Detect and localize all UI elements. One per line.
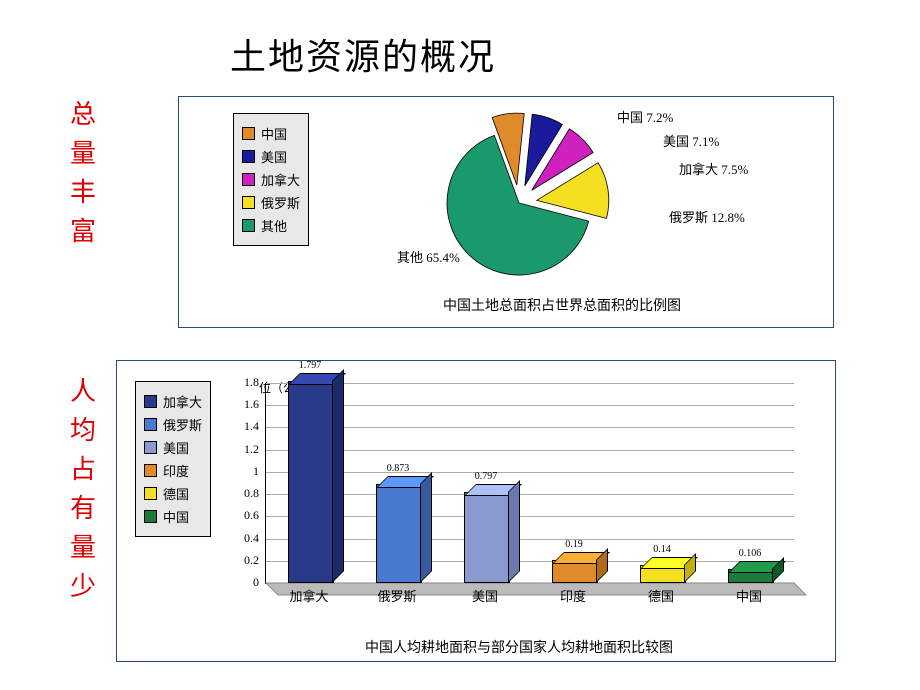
legend-item: 美国 [144, 438, 202, 457]
legend-label: 加拿大 [163, 392, 202, 411]
y-tick-label: 0.6 [219, 508, 259, 523]
pie-caption: 中国土地总面积占世界总面积的比例图 [443, 295, 681, 315]
bar-panel: 加拿大俄罗斯美国印度德国中国 位（公顷） 1.7970.8730.7970.19… [116, 360, 836, 662]
bar [376, 486, 420, 583]
legend-item: 加拿大 [144, 392, 202, 411]
legend-item: 德国 [144, 484, 202, 503]
legend-item: 印度 [144, 461, 202, 480]
bar-value: 0.106 [720, 548, 780, 559]
vertical-text-2: 人均占有量少 [68, 372, 98, 606]
legend-label: 中国 [163, 507, 189, 526]
legend-label: 俄罗斯 [163, 415, 202, 434]
bar-value: 0.14 [632, 544, 692, 555]
pie-panel: 中国美国加拿大俄罗斯其他 中国 7.2% 美国 7.1% 加拿大 7.5% 俄罗… [178, 96, 834, 328]
page-title: 土地资源的概况 [230, 28, 496, 80]
legend-swatch [144, 441, 157, 454]
bar-value: 0.797 [456, 471, 516, 482]
bar-grid: 1.7970.8730.7970.190.140.106 [265, 383, 794, 584]
legend-swatch [242, 196, 255, 209]
legend-item: 美国 [242, 147, 300, 166]
legend-label: 其他 [261, 216, 287, 235]
x-tick-label: 中国 [705, 586, 793, 605]
legend-swatch [242, 219, 255, 232]
floor [266, 383, 794, 597]
legend-item: 俄罗斯 [144, 415, 202, 434]
vertical-text-1: 总量丰富 [68, 95, 98, 251]
legend-label: 加拿大 [261, 170, 300, 189]
y-tick-label: 0.8 [219, 486, 259, 501]
pie-label-canada: 加拿大 7.5% [679, 159, 748, 178]
legend-label: 中国 [261, 124, 287, 143]
bar-value: 0.19 [544, 539, 604, 550]
y-tick-label: 1 [219, 464, 259, 479]
legend-item: 俄罗斯 [242, 193, 300, 212]
y-tick-label: 0 [219, 575, 259, 590]
x-tick-label: 俄罗斯 [353, 586, 441, 605]
y-tick-label: 0.4 [219, 531, 259, 546]
legend-item: 中国 [242, 124, 300, 143]
bar-value: 1.797 [280, 360, 340, 371]
legend-swatch [144, 418, 157, 431]
legend-label: 美国 [261, 147, 287, 166]
x-tick-label: 德国 [617, 586, 705, 605]
bar-legend: 加拿大俄罗斯美国印度德国中国 [135, 381, 211, 537]
legend-swatch [144, 464, 157, 477]
bar [288, 383, 332, 583]
legend-swatch [144, 510, 157, 523]
pie-label-other: 其他 65.4% [397, 247, 460, 266]
bar-value: 0.873 [368, 463, 428, 474]
pie-legend: 中国美国加拿大俄罗斯其他 [233, 113, 309, 246]
legend-label: 俄罗斯 [261, 193, 300, 212]
x-tick-label: 印度 [529, 586, 617, 605]
legend-swatch [242, 173, 255, 186]
bar [640, 567, 684, 583]
legend-label: 印度 [163, 461, 189, 480]
y-tick-label: 1.8 [219, 375, 259, 390]
bar [464, 494, 508, 583]
legend-swatch [144, 487, 157, 500]
x-tick-label: 美国 [441, 586, 529, 605]
pie-label-china: 中国 7.2% [617, 107, 673, 126]
legend-label: 德国 [163, 484, 189, 503]
bar [552, 562, 596, 583]
legend-item: 其他 [242, 216, 300, 235]
legend-swatch [144, 395, 157, 408]
legend-label: 美国 [163, 438, 189, 457]
x-tick-label: 加拿大 [265, 586, 353, 605]
pie-label-russia: 俄罗斯 12.8% [669, 207, 745, 226]
legend-swatch [242, 150, 255, 163]
legend-item: 中国 [144, 507, 202, 526]
legend-swatch [242, 127, 255, 140]
y-tick-label: 1.6 [219, 397, 259, 412]
y-tick-label: 0.2 [219, 553, 259, 568]
y-tick-label: 1.2 [219, 442, 259, 457]
bar [728, 571, 772, 583]
pie-label-usa: 美国 7.1% [663, 131, 719, 150]
y-tick-label: 1.4 [219, 419, 259, 434]
bar-caption: 中国人均耕地面积与部分国家人均耕地面积比较图 [365, 637, 673, 657]
legend-item: 加拿大 [242, 170, 300, 189]
